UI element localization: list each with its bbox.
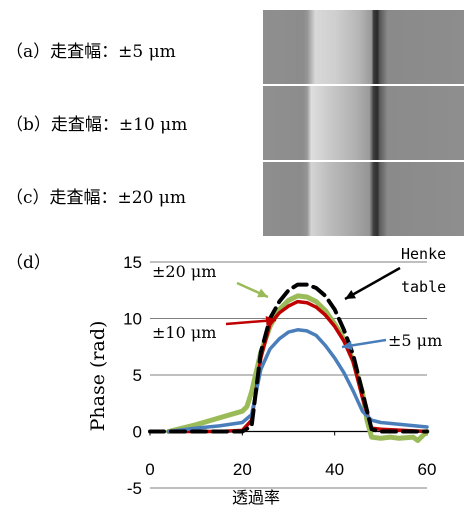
series-line-1 <box>166 299 429 434</box>
y-tick-label-3: 10 <box>123 310 142 329</box>
x-tick-label-2: 40 <box>325 460 344 479</box>
scan-image-b <box>263 86 464 160</box>
series-line-2 <box>166 328 429 434</box>
chart-annotations: ±20 μm ±10 μm ±5 μm Henke table <box>152 245 446 351</box>
y-axis-label: Phase (rad) <box>87 321 109 432</box>
y-tick-label-1: 0 <box>133 423 142 442</box>
x-tick-label-1: 20 <box>233 460 252 479</box>
panel-d-label: （d） <box>6 253 51 273</box>
y-tick-label-0: -5 <box>127 479 142 498</box>
annotation-label-4: table <box>401 278 446 296</box>
annotation-label-3: Henke <box>401 245 446 263</box>
series-line-0 <box>166 293 430 443</box>
panel-b-label: （b）走査幅：±10 μm <box>6 115 188 135</box>
arrow-10um-head <box>265 316 276 326</box>
scan-image-a <box>263 10 464 84</box>
y-tick-label-2: 5 <box>133 366 142 385</box>
arrow-20um-head <box>257 288 268 298</box>
arrow-henke-head <box>345 290 356 299</box>
chart-grid <box>150 261 427 489</box>
annotation-label-1: ±10 μm <box>152 323 216 342</box>
annotation-label-0: ±20 μm <box>152 262 216 281</box>
scan-image-c <box>263 162 464 236</box>
series-line-3 <box>148 282 429 434</box>
chart-series <box>148 282 430 443</box>
arrow-henke <box>344 266 401 301</box>
panel-c-label: （c）走査幅：±20 μm <box>6 188 186 208</box>
panel-a-label: （a）走査幅：±5 μm <box>6 42 176 62</box>
y-tick-label-4: 15 <box>123 253 142 272</box>
x-tick-label-3: 60 <box>418 460 437 479</box>
x-axis-label: 透過率 <box>232 488 280 507</box>
annotation-label-2: ±5 μm <box>388 331 442 350</box>
arrow-5um-head <box>342 340 353 351</box>
x-tick-label-0: 0 <box>145 460 154 479</box>
